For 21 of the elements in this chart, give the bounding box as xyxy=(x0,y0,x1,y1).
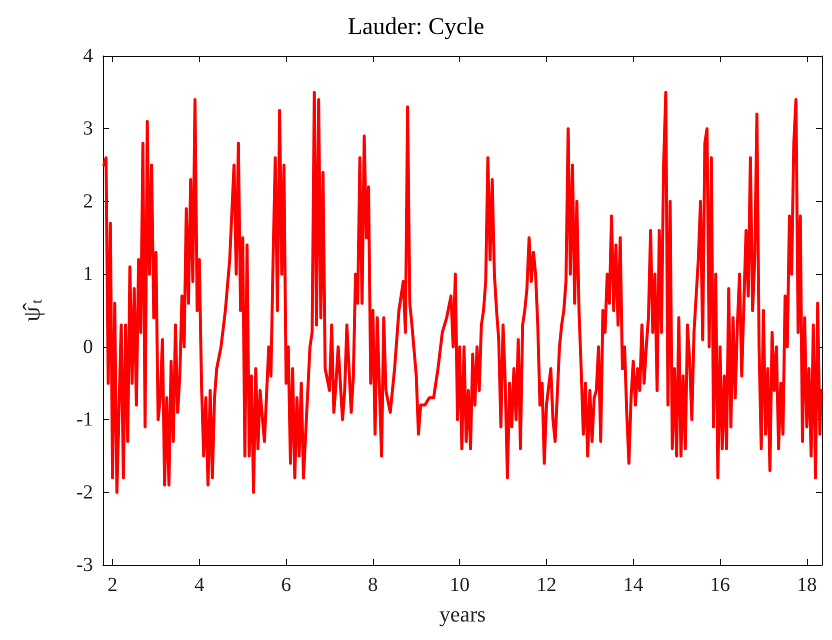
x-tick-label: 2 xyxy=(108,574,118,596)
x-tick-label: 14 xyxy=(623,574,644,596)
x-tick-label: 18 xyxy=(796,574,817,596)
y-tick-label: 2 xyxy=(83,190,93,212)
y-axis-title: ψ̂t xyxy=(20,298,46,322)
x-tick-label: 4 xyxy=(194,574,204,596)
y-tick-label: -3 xyxy=(76,554,93,576)
line-series xyxy=(102,90,823,494)
y-tick-label: -1 xyxy=(76,408,93,431)
x-axis-title: years xyxy=(439,602,486,626)
y-tick-label: -2 xyxy=(76,481,93,504)
y-tick-label: 1 xyxy=(83,263,93,286)
x-tick-label: 16 xyxy=(710,574,730,596)
y-tick-label: 3 xyxy=(83,118,93,140)
y-tick-label: 0 xyxy=(83,336,93,358)
x-tick-label: 12 xyxy=(536,574,556,596)
x-tick-label: 8 xyxy=(368,574,378,596)
chart-title: Lauder: Cycle xyxy=(348,14,484,40)
y-tick-label: 4 xyxy=(83,45,93,67)
x-tick-label: 10 xyxy=(450,574,470,596)
x-tick-label: 6 xyxy=(281,574,292,596)
